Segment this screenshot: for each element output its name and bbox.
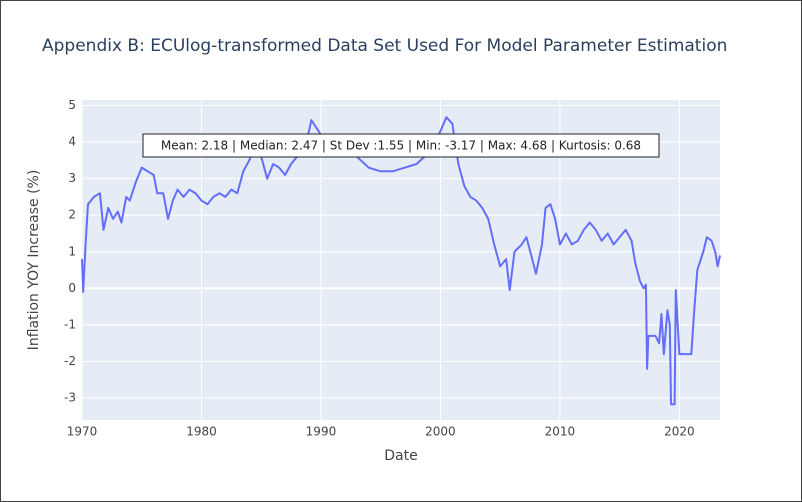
y-tick-label: 4 [68,135,76,149]
x-tick-label: 1980 [186,425,217,439]
y-tick-label: -3 [64,391,76,405]
x-tick-label: 2010 [545,425,576,439]
y-tick-label: 5 [68,98,76,112]
annotation-box [142,133,660,158]
y-tick-label: -2 [64,354,76,368]
y-tick-label: 1 [68,244,76,258]
marks [81,116,721,406]
y-tick-label: 0 [68,281,76,295]
x-tick-label: 2000 [425,425,456,439]
y-tick-label: 3 [68,171,76,185]
annotation: Mean: 2.18 | Median: 2.47 | St Dev :1.55… [161,139,641,153]
x-axis-title: Date [384,448,417,464]
x-tick-label: 1970 [67,425,98,439]
y-tick-label: 2 [68,208,76,222]
line [81,116,721,406]
x-tick-label: 1990 [306,425,337,439]
x-tick-label: 2020 [664,425,695,439]
chart-title: Appendix B: ECUlog-transformed Data Set … [42,36,727,56]
y-tick-label: -1 [64,317,76,331]
y-axis-title: Inflation YOY Increase (%) [26,170,42,351]
